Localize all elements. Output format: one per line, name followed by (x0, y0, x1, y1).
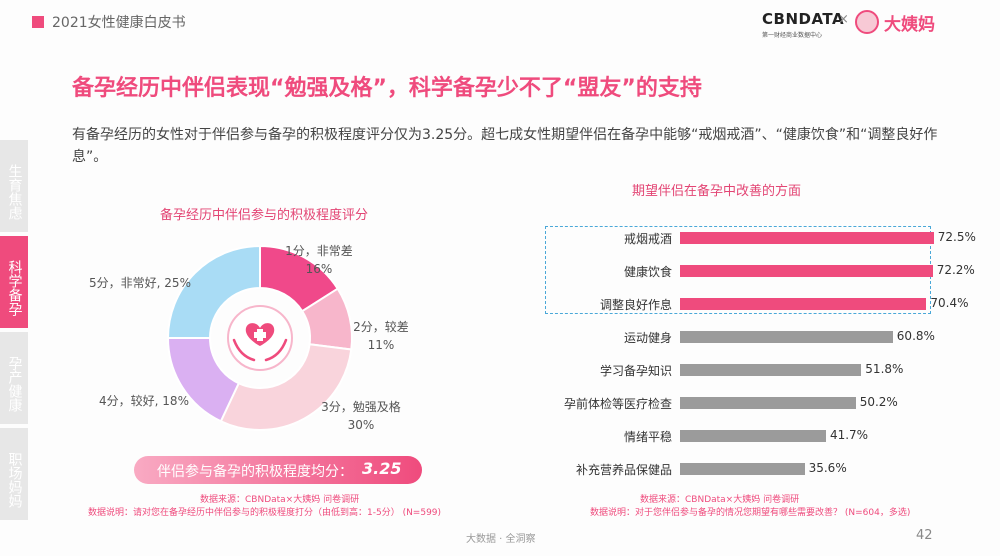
average-score-bar (134, 456, 422, 484)
donut-label-5: 5分，非常好, 25% (89, 276, 191, 290)
header-mark-icon (32, 16, 44, 28)
bar-value-label: 70.4% (930, 296, 969, 310)
donut-chart-title: 备孕经历中伴侣参与的积极程度评分 (160, 208, 369, 223)
donut-explain-note: 数据说明：请对您在备孕经历中伴侣参与的积极程度打分（由低到高：1-5分） (N=… (88, 508, 442, 518)
bar-category-label: 调整良好作息 (599, 298, 672, 312)
bar-value-label: 72.5% (937, 230, 976, 244)
bar-explain-note: 数据说明：对于您伴侣参与备孕的情况您期望有哪些需要改善？ (N=604，多选) (590, 508, 911, 518)
page-number: 42 (916, 528, 933, 543)
logo-separator: × (838, 12, 849, 27)
sidenav-item-scientific-prep[interactable]: 科学备孕 (0, 236, 28, 328)
page-subtitle: 有备孕经历的女性对于伴侣参与备孕的积极程度评分仅为3.25分。超七成女性期望伴侣… (72, 127, 938, 165)
bar-value-label: 60.8% (896, 329, 935, 343)
donut-chart (166, 244, 353, 431)
donut-label-3: 3分，勉强及格 30% (321, 400, 401, 432)
donut-source-note: 数据来源：CBNData×大姨妈 问卷调研 (200, 495, 360, 505)
bar-value-label: 41.7% (829, 428, 869, 442)
donut-label-2: 2分，较差 11% (353, 320, 409, 352)
cbndata-logo: CBNDATA (762, 10, 845, 28)
donut-label-4: 4分，较好, 18% (99, 394, 189, 408)
bar-value-label: 50.2% (859, 395, 898, 409)
bar-category-label: 情绪平稳 (623, 430, 672, 444)
header-title: 2021女性健康白皮书 (52, 15, 186, 31)
page-title: 备孕经历中伴侣表现“勉强及格”，科学备孕少不了“盟友”的支持 (72, 76, 702, 101)
bar-category-label: 学习备孕知识 (599, 364, 672, 378)
bar-category-label: 运动健身 (623, 331, 672, 345)
bar (680, 397, 856, 409)
donut-label-1: 1分，非常差 16% (285, 244, 353, 276)
bar (680, 298, 927, 310)
sidenav-item-working-mom[interactable]: 职场妈妈 (0, 428, 28, 520)
bar (680, 430, 826, 442)
bar-value-label: 35.6% (808, 461, 847, 475)
heart-hands-icon (227, 305, 293, 371)
dayima-face-icon (855, 10, 879, 34)
donut-slice-3 (219, 343, 353, 431)
bar-chart-title: 期望伴侣在备孕中改善的方面 (632, 184, 802, 199)
bar-category-label: 补充营养品保健品 (575, 463, 672, 477)
donut-slice-5 (166, 244, 261, 339)
bar-value-label: 72.2% (936, 263, 975, 277)
bar (680, 364, 862, 376)
bar (680, 265, 933, 277)
sidenav-item-fertility-anxiety[interactable]: 生育焦虑 (0, 140, 28, 232)
bar-category-label: 健康饮食 (623, 265, 672, 279)
bar (680, 331, 893, 343)
bar-value-label: 51.8% (865, 362, 904, 376)
average-score-label: 伴侣参与备孕的积极程度均分： (157, 464, 353, 480)
bar (680, 232, 934, 244)
cbndata-logo-subtitle: 第一财经商业数据中心 (762, 32, 823, 39)
bar-category-label: 孕前体检等医疗检查 (563, 397, 672, 411)
bar (680, 463, 805, 475)
sidenav-item-maternity-health[interactable]: 孕产健康 (0, 332, 28, 424)
side-navigation: 生育焦虑 科学备孕 孕产健康 职场妈妈 (0, 140, 28, 524)
header: 2021女性健康白皮书 CBNDATA 第一财经商业数据中心 × 大姨妈 (0, 0, 1000, 48)
dayima-logo: 大姨妈 (884, 15, 935, 35)
bar-source-note: 数据来源：CBNData×大姨妈 问卷调研 (640, 495, 800, 505)
footer-slogan: 大数据 · 全洞察 (466, 534, 536, 545)
bar-category-label: 戒烟戒酒 (623, 232, 672, 246)
average-score-value: 3.25 (362, 459, 402, 478)
